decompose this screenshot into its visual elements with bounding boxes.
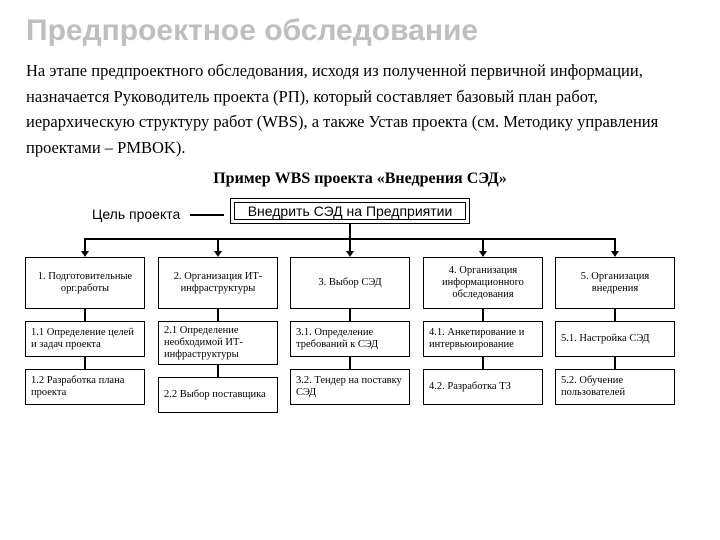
sub-stem <box>217 365 219 377</box>
wbs-column-3: 3. Выбор СЭД 3.1. Определение требований … <box>290 238 410 405</box>
wbs-sub-box: 3.2. Тендер на поставку СЭД <box>290 369 410 405</box>
wbs-column-2: 2. Организация ИТ-инфраструктуры 2.1 Опре… <box>158 238 278 413</box>
sub-stem <box>84 357 86 369</box>
wbs-sub-box: 5.1. Настройка СЭД <box>555 321 675 357</box>
root-stem <box>349 224 351 238</box>
wbs-column-1: 1. Подготовительные орг.работы 1.1 Опреде… <box>25 238 145 405</box>
sub-stem <box>217 309 219 321</box>
sub-stem <box>349 309 351 321</box>
wbs-sub-box: 4.2. Разработка ТЗ <box>423 369 543 405</box>
column-stem <box>217 238 219 252</box>
wbs-root-label: Внедрить СЭД на Предприятии <box>248 203 453 219</box>
wbs-sub-box: 1.2 Разработка плана проекта <box>25 369 145 405</box>
wbs-diagram: Цель проекта Внедрить СЭД на Предприятии… <box>30 198 690 468</box>
sub-stem <box>482 357 484 369</box>
sub-stem <box>614 357 616 369</box>
sub-stem <box>84 309 86 321</box>
column-stem <box>84 238 86 252</box>
column-stem <box>614 238 616 252</box>
wbs-category-box: 5. Организация внедрения <box>555 257 675 309</box>
goal-connector-line <box>190 214 224 216</box>
wbs-category-box: 3. Выбор СЭД <box>290 257 410 309</box>
column-stem <box>482 238 484 252</box>
sub-stem <box>482 309 484 321</box>
wbs-column-4: 4. Организация информационного обследова… <box>423 238 543 405</box>
wbs-sub-box: 2.1 Определение необходимой ИТ-инфрастру… <box>158 321 278 365</box>
sub-stem <box>349 357 351 369</box>
wbs-sub-box: 1.1 Определение целей и задач проекта <box>25 321 145 357</box>
wbs-sub-box: 3.1. Определение требований к СЭД <box>290 321 410 357</box>
example-subtitle: Пример WBS проекта «Внедрения СЭД» <box>26 170 694 188</box>
wbs-root-node: Внедрить СЭД на Предприятии <box>230 198 470 224</box>
goal-label: Цель проекта <box>92 206 180 222</box>
wbs-category-box: 1. Подготовительные орг.работы <box>25 257 145 309</box>
wbs-sub-box: 5.2. Обучение пользователей <box>555 369 675 405</box>
sub-stem <box>614 309 616 321</box>
wbs-category-box: 4. Организация информационного обследова… <box>423 257 543 309</box>
column-stem <box>349 238 351 252</box>
wbs-column-5: 5. Организация внедрения 5.1. Настройка С… <box>555 238 675 405</box>
wbs-sub-box: 2.2 Выбор поставщика <box>158 377 278 413</box>
wbs-sub-box: 4.1. Анкетирование и интервьюирование <box>423 321 543 357</box>
body-paragraph: На этапе предпроектного обследования, ис… <box>26 58 694 160</box>
slide-title: Предпроектное обследование <box>26 14 694 48</box>
wbs-category-box: 2. Организация ИТ-инфраструктуры <box>158 257 278 309</box>
